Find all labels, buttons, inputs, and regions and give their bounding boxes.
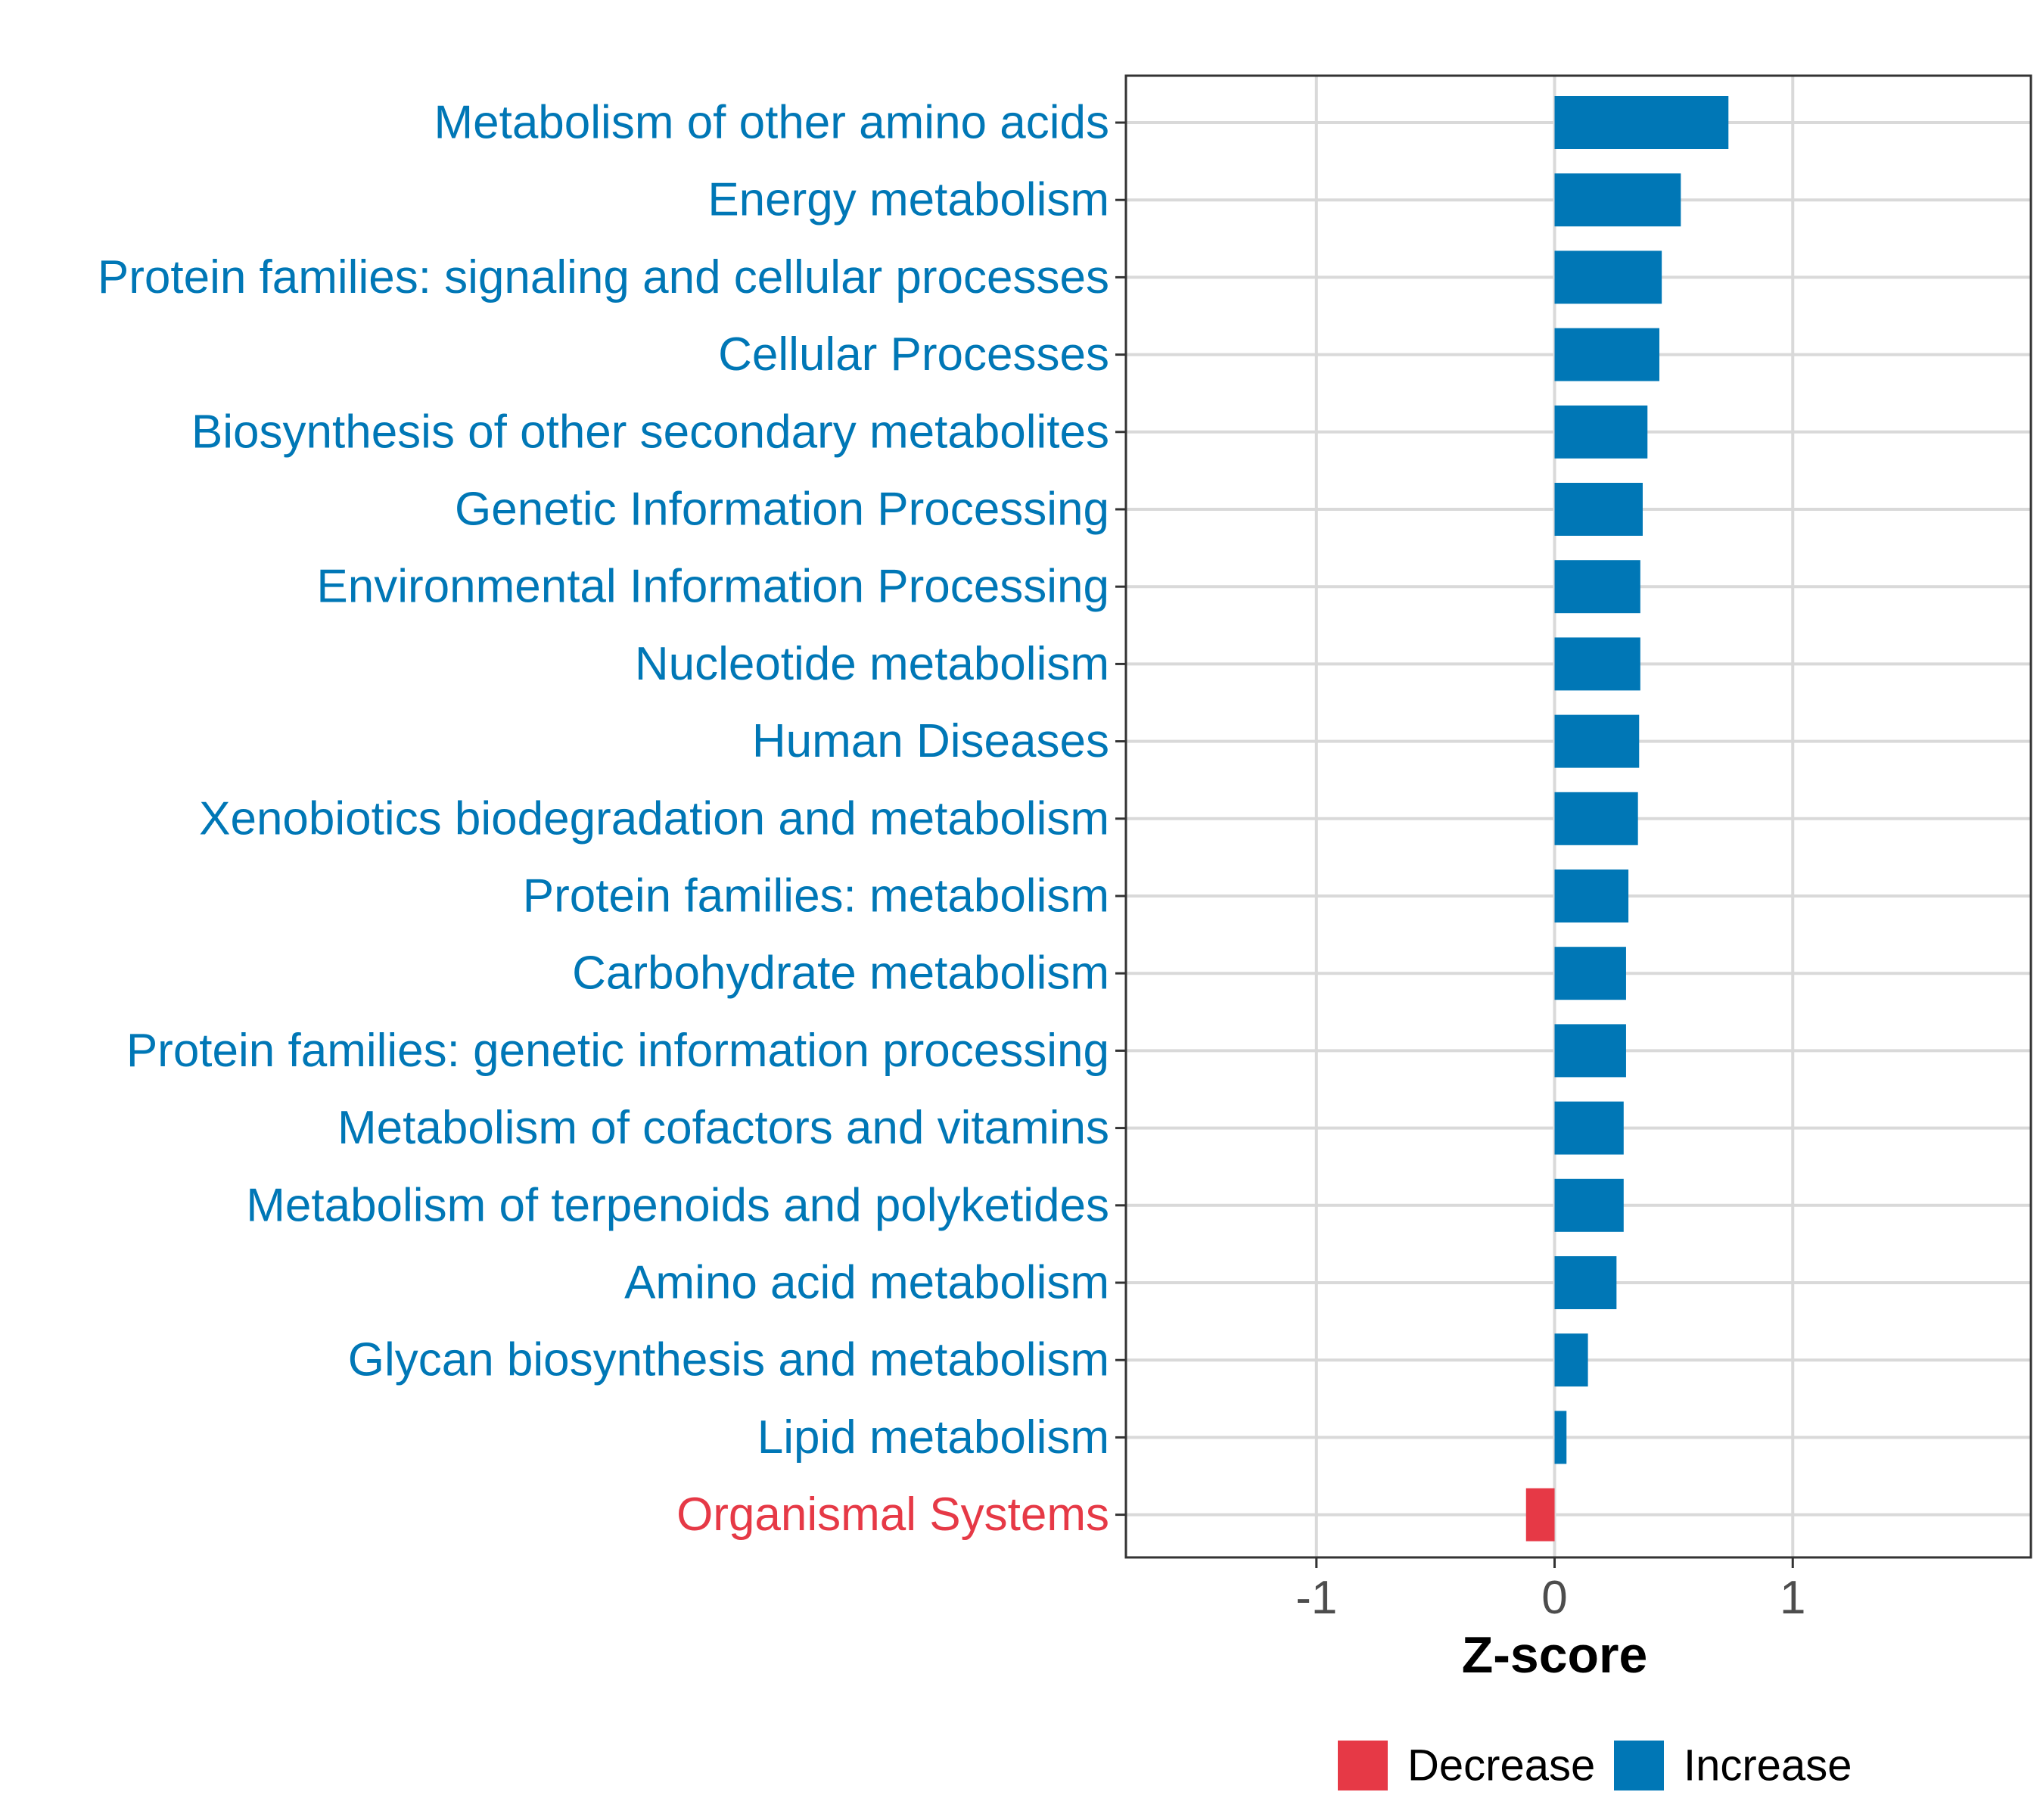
y-tick-label: Human Diseases — [752, 715, 1109, 767]
bar-protein-families-signaling-and-cellular-processes — [1554, 250, 1662, 304]
bar-environmental-information-processing — [1554, 560, 1640, 614]
y-tick-label: Protein families: metabolism — [523, 870, 1109, 922]
bar-cellular-processes — [1554, 328, 1660, 381]
legend-label-decrease: Decrease — [1407, 1741, 1595, 1790]
y-tick-label: Protein families: genetic information pr… — [126, 1025, 1109, 1077]
x-axis-ticks: -1 0 1 — [1295, 1557, 1806, 1624]
bar-organismal-systems — [1525, 1488, 1555, 1542]
y-axis-ticks: Metabolism of other amino acids Energy me… — [98, 97, 1126, 1541]
x-tick-label: 0 — [1541, 1572, 1567, 1624]
y-tick-label: Environmental Information Processing — [316, 561, 1109, 613]
y-tick-label: Xenobiotics biodegradation and metabolis… — [199, 792, 1109, 845]
legend: Decrease Increase — [1338, 1741, 1852, 1790]
bar-biosynthesis-of-other-secondary-metabolites — [1554, 405, 1648, 459]
bar-genetic-information-processing — [1554, 483, 1643, 536]
bar-nucleotide-metabolism — [1554, 637, 1640, 691]
y-tick-label: Organismal Systems — [676, 1489, 1109, 1541]
bar-xenobiotics-biodegradation-and-metabolism — [1554, 792, 1638, 845]
bar-metabolism-of-cofactors-and-vitamins — [1554, 1101, 1624, 1155]
y-tick-label: Energy metabolism — [707, 174, 1109, 226]
y-tick-label: Amino acid metabolism — [624, 1257, 1109, 1309]
bar-protein-families-genetic-information-processing — [1554, 1024, 1626, 1078]
y-tick-label: Protein families: signaling and cellular… — [98, 251, 1109, 303]
legend-swatch-decrease — [1338, 1741, 1388, 1790]
bar-glycan-biosynthesis-and-metabolism — [1554, 1333, 1588, 1387]
y-tick-label: Lipid metabolism — [757, 1411, 1109, 1464]
y-tick-label: Carbohydrate metabolism — [572, 947, 1109, 1000]
y-tick-label: Metabolism of terpenoids and polyketides — [246, 1179, 1109, 1231]
y-tick-label: Biosynthesis of other secondary metaboli… — [191, 406, 1109, 458]
x-tick-label: 1 — [1780, 1572, 1805, 1624]
plot-panel-border — [1124, 74, 2032, 1559]
legend-swatch-increase — [1614, 1741, 1664, 1790]
bar-layer — [1525, 96, 1729, 1542]
bar-protein-families-metabolism — [1554, 870, 1629, 922]
y-tick-label: Cellular Processes — [718, 328, 1109, 381]
y-tick-label: Metabolism of other amino acids — [434, 97, 1109, 149]
legend-label-increase: Increase — [1684, 1741, 1852, 1790]
bar-lipid-metabolism — [1554, 1411, 1567, 1464]
x-axis-title: Z-score — [1462, 1626, 1648, 1684]
bar-human-diseases — [1554, 714, 1640, 768]
bar-amino-acid-metabolism — [1554, 1256, 1617, 1309]
y-tick-label: Glycan biosynthesis and metabolism — [348, 1334, 1109, 1386]
y-tick-label: Nucleotide metabolism — [635, 638, 1109, 690]
bar-metabolism-of-other-amino-acids — [1554, 96, 1729, 149]
x-tick-label: -1 — [1295, 1572, 1337, 1624]
y-tick-label: Metabolism of cofactors and vitamins — [337, 1102, 1109, 1154]
bar-carbohydrate-metabolism — [1554, 947, 1626, 1000]
bar-energy-metabolism — [1554, 173, 1681, 227]
bar-metabolism-of-terpenoids-and-polyketides — [1554, 1178, 1624, 1232]
y-tick-label: Genetic Information Processing — [455, 484, 1109, 536]
